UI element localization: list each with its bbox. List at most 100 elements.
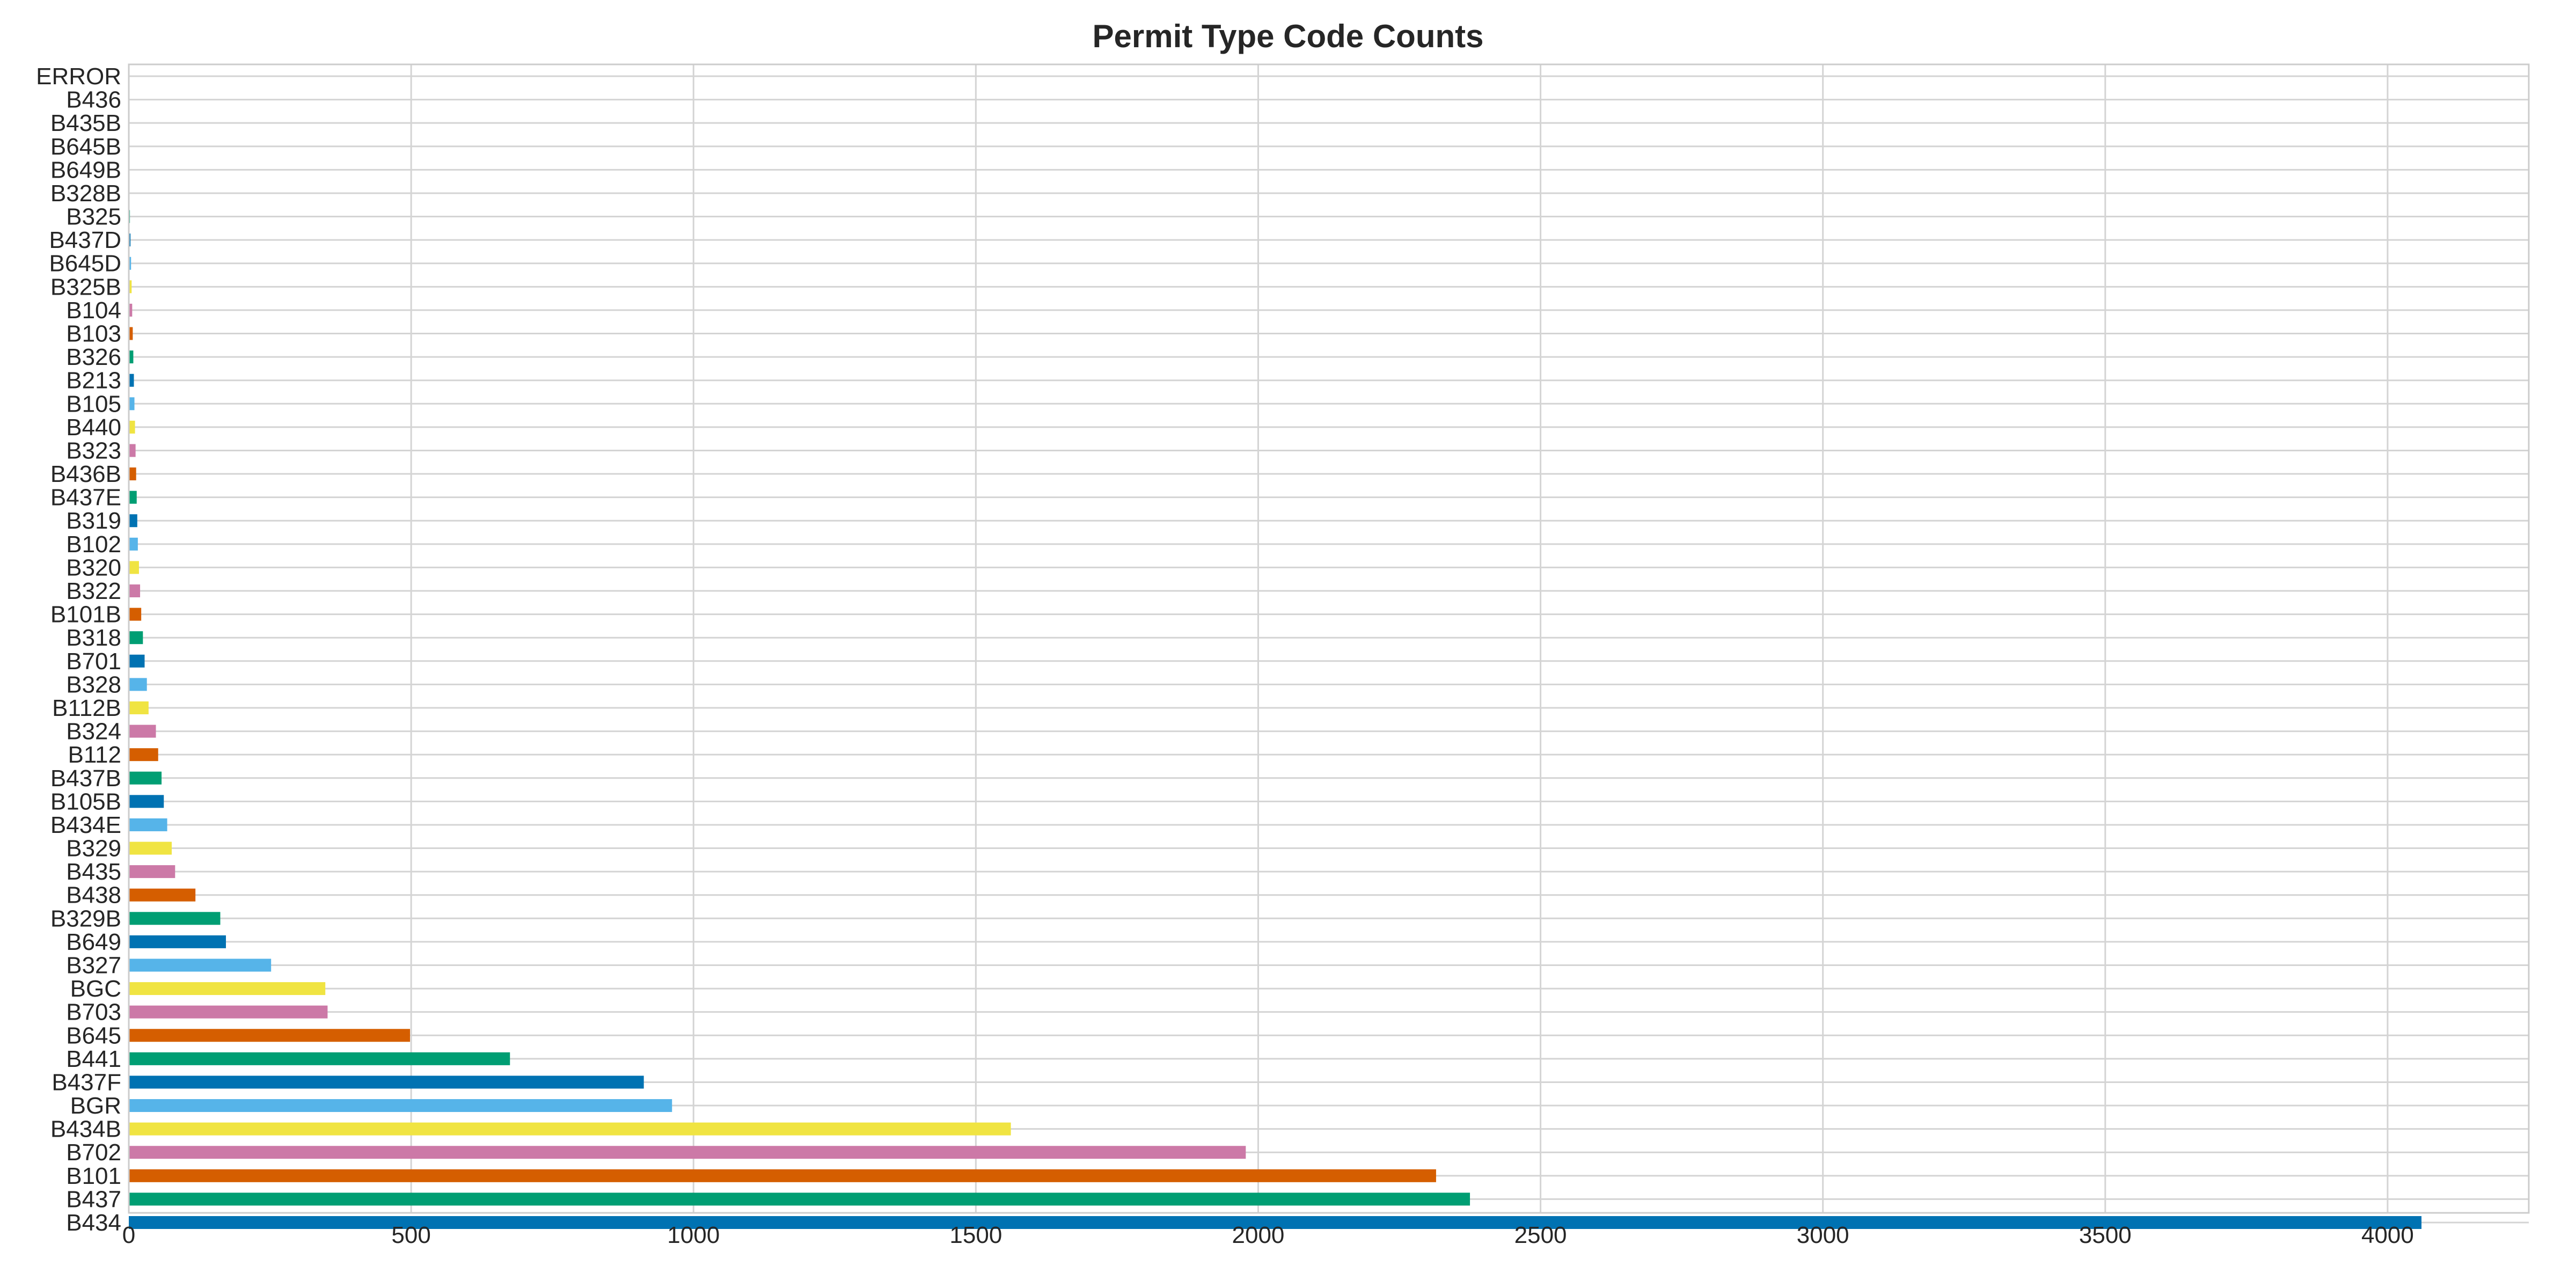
y-tick-label: B329 <box>66 836 121 862</box>
y-tick-label: B434 <box>66 1210 121 1236</box>
y-tick-label: B436B <box>50 461 121 487</box>
y-tick-label: B645B <box>50 134 121 160</box>
bars <box>129 70 2422 1229</box>
bar-b213 <box>129 374 134 387</box>
y-tick-label: B440 <box>66 414 121 441</box>
bar-b322 <box>129 584 141 598</box>
bar-b437b <box>129 771 162 785</box>
bar-b101 <box>129 1169 1436 1182</box>
y-tick-label: B112B <box>52 695 121 721</box>
bar-b434e <box>129 818 167 831</box>
y-tick-label: B649 <box>66 929 121 955</box>
y-tick-label: B319 <box>66 508 121 534</box>
y-tick-label: B105B <box>50 788 121 815</box>
grid-lines <box>128 64 2529 1224</box>
x-tick-label: 1000 <box>667 1222 720 1248</box>
bar-b327 <box>129 958 272 972</box>
y-tick-label: B103 <box>66 321 121 347</box>
y-tick-label: B318 <box>66 625 121 651</box>
y-tick-label: B101 <box>66 1163 121 1189</box>
bar-b437f <box>129 1075 644 1089</box>
y-tick-label: B703 <box>66 999 121 1026</box>
x-tick-labels: 0 500 1000 1500 2000 2500 3000 3500 4000 <box>122 1222 2414 1248</box>
bar-b325b <box>129 280 132 294</box>
y-tick-label: B327 <box>66 952 121 978</box>
y-tick-label: B645 <box>66 1022 121 1049</box>
bar-b438 <box>129 888 196 902</box>
y-tick-label: B320 <box>66 554 121 581</box>
x-tick-label: 2500 <box>1514 1222 1567 1248</box>
bar-b645d <box>129 257 131 270</box>
bar-b329 <box>129 841 172 855</box>
bar-b328 <box>129 678 147 691</box>
bar-bgc <box>129 982 326 996</box>
y-tick-label: B101B <box>50 602 121 628</box>
bar-b440 <box>129 420 135 434</box>
bar-b319 <box>129 514 137 528</box>
x-tick-label: 2000 <box>1232 1222 1285 1248</box>
bar-b437 <box>129 1192 1470 1206</box>
y-tick-label: B438 <box>66 882 121 909</box>
bar-b701 <box>129 654 145 668</box>
plot-frame <box>128 63 2530 1214</box>
bar-b437e <box>129 491 137 504</box>
y-tick-label: B329B <box>50 905 121 932</box>
y-tick-label: B437D <box>49 227 121 253</box>
bar-b324 <box>129 724 156 738</box>
y-tick-labels: B434B437B101B702B434BBGRB437FB441B645B70… <box>36 63 121 1236</box>
y-tick-label: B437E <box>50 485 121 511</box>
bar-b436b <box>129 467 136 481</box>
bar-b323 <box>129 444 136 457</box>
bar-b329b <box>129 912 221 925</box>
y-tick-label: B323 <box>66 437 121 464</box>
y-tick-label: B441 <box>66 1046 121 1072</box>
y-tick-label: B328 <box>66 671 121 698</box>
y-tick-label: B701 <box>66 648 121 675</box>
y-tick-label: B436 <box>66 87 121 113</box>
bar-b101b <box>129 608 142 621</box>
y-tick-label: B104 <box>66 297 121 324</box>
y-tick-label: B325B <box>50 274 121 300</box>
x-tick-label: 500 <box>391 1222 430 1248</box>
bar-b702 <box>129 1146 1246 1159</box>
bar-b434b <box>129 1122 1011 1136</box>
y-tick-label: BGC <box>70 976 121 1002</box>
bar-bgr <box>129 1099 672 1113</box>
bar-b326 <box>129 350 134 364</box>
x-tick-label: 4000 <box>2361 1222 2414 1248</box>
bar-b434 <box>129 1216 2422 1229</box>
bar-b320 <box>129 561 139 574</box>
y-tick-label: B649B <box>50 157 121 183</box>
chart-title: Permit Type Code Counts <box>1093 18 1484 54</box>
x-tick-label: 0 <box>122 1222 135 1248</box>
y-tick-label: B435B <box>50 110 121 136</box>
x-tick-label: 1500 <box>949 1222 1002 1248</box>
y-tick-label: B434E <box>50 812 121 838</box>
y-tick-label: B324 <box>66 719 121 745</box>
y-tick-label: ERROR <box>36 63 121 90</box>
bar-b105b <box>129 795 164 808</box>
y-tick-label: B112 <box>68 742 122 768</box>
y-tick-label: B328B <box>50 180 121 207</box>
bar-b441 <box>129 1052 510 1065</box>
bar-b435 <box>129 865 175 879</box>
x-tick-label: 3000 <box>1797 1222 1849 1248</box>
y-tick-label: B645D <box>49 251 121 277</box>
y-tick-label: B437B <box>50 765 121 792</box>
y-tick-label: BGR <box>70 1093 121 1119</box>
bar-b437d <box>129 233 131 247</box>
bar-b104 <box>129 303 133 317</box>
bar-b649 <box>129 935 226 948</box>
y-tick-label: B326 <box>66 344 121 370</box>
y-tick-label: B105 <box>66 391 121 417</box>
bar-b318 <box>129 631 143 645</box>
y-tick-label: B437 <box>66 1186 121 1212</box>
y-tick-label: B213 <box>66 368 121 394</box>
x-tick-label: 3500 <box>2079 1222 2132 1248</box>
bar-b112b <box>129 701 149 714</box>
y-tick-label: B435 <box>66 859 121 885</box>
y-tick-label: B437F <box>52 1069 121 1095</box>
bar-b112 <box>129 748 158 762</box>
